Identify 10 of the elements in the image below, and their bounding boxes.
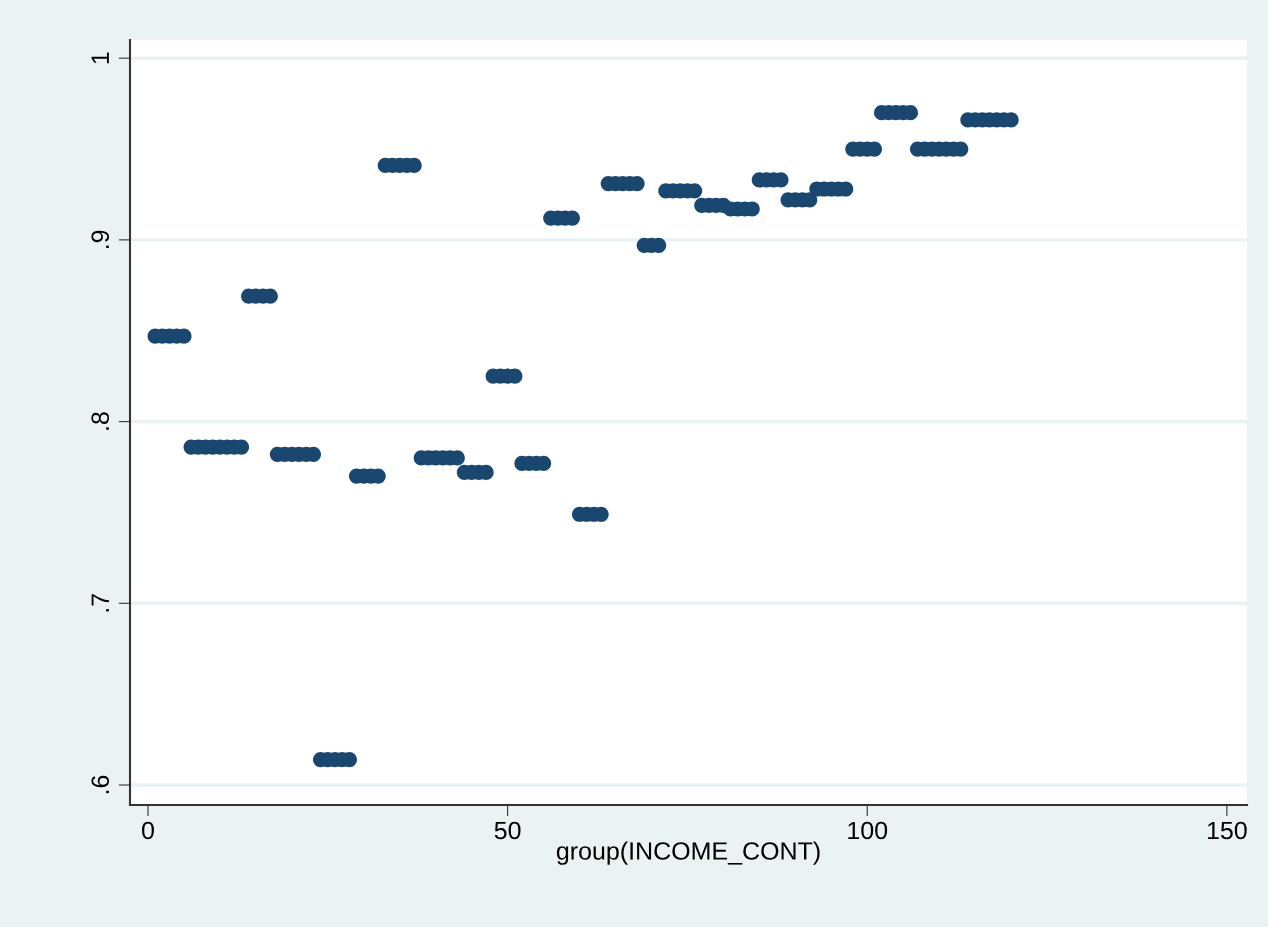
x-axis-title: group(INCOME_CONT) — [556, 841, 820, 865]
x-tick-label: 50 — [494, 821, 521, 840]
y-tick-label: .9 — [91, 230, 110, 249]
y-tick-label: 1 — [91, 52, 109, 64]
y-tick-label: .7 — [91, 594, 109, 612]
y-tick-label: .6 — [91, 775, 110, 794]
x-tick-label: 100 — [848, 821, 888, 840]
x-tick-label: 150 — [1207, 821, 1247, 840]
y-tick-label: .8 — [91, 412, 110, 430]
x-tick-label: 0 — [142, 821, 154, 840]
